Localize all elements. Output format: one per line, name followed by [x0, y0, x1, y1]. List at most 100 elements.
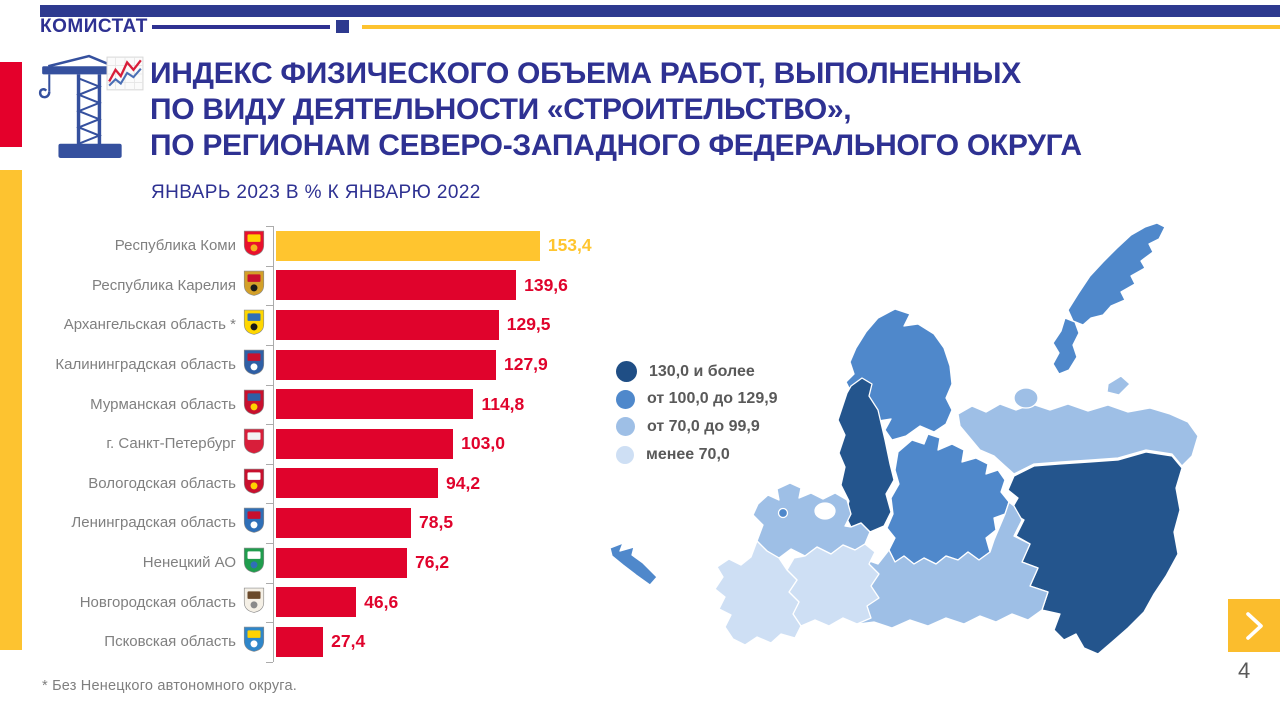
- logo-square-accent: [336, 20, 349, 33]
- axis-tick: [266, 582, 273, 584]
- value-bar: [276, 230, 540, 261]
- axis-tick: [266, 503, 273, 505]
- axis-tick: [266, 305, 273, 307]
- chart-row: Архангельская область * 129,5: [40, 305, 620, 345]
- value-label: 78,5: [419, 512, 454, 533]
- region-label: Республика Коми: [114, 237, 236, 255]
- axis-tick: [266, 265, 273, 267]
- left-red-accent: [0, 62, 22, 147]
- title-line-2: ПО ВИДУ ДЕЯТЕЛЬНОСТИ «СТРОИТЕЛЬСТВО»,: [150, 93, 852, 126]
- axis-tick: [266, 226, 273, 227]
- axis-tick: [266, 463, 273, 465]
- page-subtitle: ЯНВАРЬ 2023 В % К ЯНВАРЮ 2022: [151, 182, 481, 203]
- axis-tick: [266, 344, 273, 346]
- coat-of-arms-komi: [243, 230, 265, 261]
- region-label: Республика Карелия: [92, 276, 236, 294]
- chart-row: Мурманская область 114,8: [40, 384, 620, 424]
- legend-label: от 100,0 до 129,9: [647, 390, 778, 408]
- map-region-arkhangelsk: [886, 433, 1010, 565]
- coat-of-arms-novgorod: [243, 587, 265, 618]
- page-title: ИНДЕКС ФИЗИЧЕСКОГО ОБЪЕМА РАБОТ, ВЫПОЛНЕ…: [150, 56, 1270, 164]
- map-region-kolguev-island: [1013, 387, 1039, 409]
- value-label: 27,4: [331, 631, 366, 652]
- legend-item: от 70,0 до 99,9: [616, 413, 778, 441]
- region-label: Псковская область: [104, 633, 236, 651]
- coat-of-arms-karelia: [243, 270, 265, 301]
- construction-crane-icon: [36, 54, 138, 165]
- legend-item: менее 70,0: [616, 441, 778, 469]
- footnote: * Без Ненецкого автономного округа.: [42, 678, 297, 694]
- region-label: Ненецкий АО: [142, 554, 236, 572]
- page-number: 4: [1238, 658, 1251, 683]
- chart-axis-line: [273, 226, 274, 662]
- value-label: 129,5: [506, 314, 551, 335]
- title-line-1: ИНДЕКС ФИЗИЧЕСКОГО ОБЪЕМА РАБОТ, ВЫПОЛНЕ…: [150, 57, 1021, 90]
- bar-chart: Республика Коми 153,4 Республика Карелия 13…: [40, 226, 620, 662]
- coat-of-arms-vologda: [243, 468, 265, 499]
- value-label: 139,6: [524, 274, 568, 295]
- choropleth-map: [598, 214, 1258, 679]
- chevron-right-icon: [1246, 611, 1263, 640]
- chart-row: Вологодская область 94,2: [40, 464, 620, 504]
- chart-row: Ненецкий АО 76,2: [40, 543, 620, 583]
- map-region-komi: [1007, 451, 1183, 655]
- legend-label: менее 70,0: [646, 445, 730, 463]
- region-label: Вологодская область: [88, 474, 236, 492]
- coat-of-arms-pskov: [243, 626, 265, 657]
- komistat-logo: КОМИСТАТ: [40, 16, 148, 37]
- lake-ladoga: [814, 502, 836, 520]
- coat-of-arms-arkhangelsk: [243, 309, 265, 340]
- legend-color-swatch: [616, 417, 635, 437]
- coat-of-arms-nenets: [243, 547, 265, 578]
- axis-tick: [266, 384, 273, 386]
- chart-row: Ленинградская область 78,5: [40, 503, 620, 543]
- coat-of-arms-leningrad: [243, 507, 265, 538]
- value-bar: [276, 349, 496, 380]
- map-region-vologda: [843, 501, 1049, 629]
- value-label: 103,0: [461, 433, 505, 454]
- region-label: Новгородская область: [79, 593, 236, 611]
- value-bar: [276, 270, 517, 301]
- coat-of-arms-saint-petersburg: [243, 428, 265, 459]
- map-region-vaygach-island: [1106, 375, 1131, 396]
- next-page-button[interactable]: [1228, 599, 1280, 652]
- region-label: Ленинградская область: [71, 514, 236, 532]
- axis-tick: [266, 622, 273, 624]
- region-label: г. Санкт-Петербург: [106, 435, 236, 453]
- top-accent-bar: [40, 5, 1280, 17]
- value-bar: [276, 626, 324, 657]
- axis-tick: [266, 662, 273, 663]
- axis-tick: [266, 424, 273, 426]
- value-label: 114,8: [481, 393, 525, 414]
- map-region-kaliningrad: [609, 542, 658, 586]
- legend-item: 130,0 и более: [616, 358, 778, 386]
- value-bar: [276, 468, 439, 499]
- map-region-novaya-zemlya-south: [1052, 317, 1080, 375]
- value-label: 94,2: [446, 472, 481, 493]
- value-bar: [276, 389, 474, 420]
- legend-color-swatch: [616, 389, 635, 409]
- coat-of-arms-murmansk: [243, 389, 265, 420]
- legend-color-swatch: [616, 361, 637, 383]
- value-bar: [276, 547, 408, 578]
- value-label: 153,4: [547, 235, 592, 256]
- legend-color-swatch: [616, 445, 634, 464]
- legend-item: от 100,0 до 129,9: [616, 386, 778, 414]
- legend-label: от 70,0 до 99,9: [647, 417, 760, 435]
- map-region-novgorod: [786, 543, 880, 627]
- chart-row: г. Санкт-Петербург 103,0: [40, 424, 620, 464]
- chart-row: Псковская область 27,4: [40, 622, 620, 662]
- value-bar: [276, 428, 454, 459]
- value-bar: [276, 587, 357, 618]
- map-region-pskov: [714, 540, 802, 646]
- coat-of-arms-kaliningrad: [243, 349, 265, 380]
- line-chart-icon: [106, 56, 144, 97]
- value-label: 76,2: [415, 552, 450, 573]
- region-label: Архангельская область *: [63, 316, 236, 334]
- chart-row: Калининградская область 127,9: [40, 345, 620, 385]
- map-region-saint-petersburg: [777, 507, 789, 519]
- logo-underline: [152, 25, 330, 29]
- title-line-3: ПО РЕГИОНАМ СЕВЕРО-ЗАПАДНОГО ФЕДЕРАЛЬНОГ…: [150, 129, 1082, 162]
- region-label: Калининградская область: [55, 356, 236, 374]
- value-bar: [276, 507, 412, 538]
